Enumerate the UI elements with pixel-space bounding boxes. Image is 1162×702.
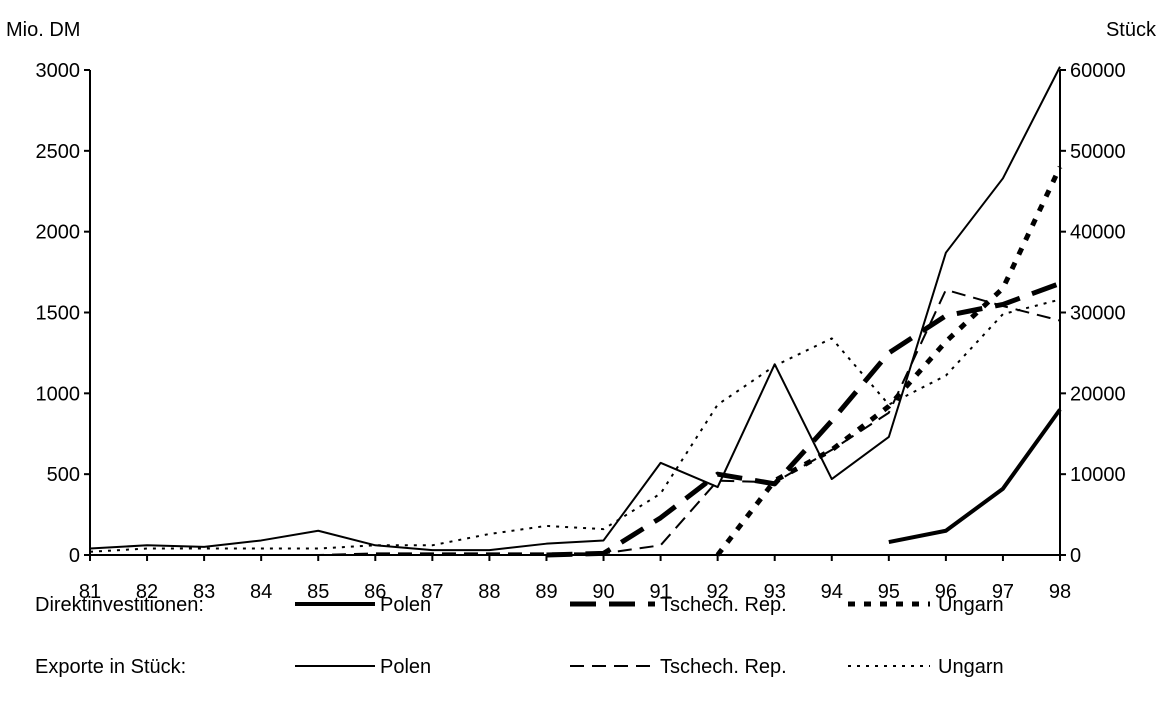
right-tick-label: 10000	[1070, 464, 1126, 486]
left-tick-label: 2000	[36, 222, 81, 244]
legend-entry-label: Ungarn	[938, 594, 1004, 616]
x-tick-label: 89	[535, 581, 557, 603]
x-tick-label: 81	[79, 581, 101, 603]
x-tick-label: 90	[592, 581, 614, 603]
x-tick-label: 83	[193, 581, 215, 603]
x-tick-label: 87	[421, 581, 443, 603]
x-tick-label: 86	[364, 581, 386, 603]
axes	[84, 69, 1066, 561]
x-tick-label: 94	[821, 581, 843, 603]
series-line-invest-polen	[888, 408, 1062, 545]
series-lines	[89, 66, 1063, 558]
series-line-invest-tschech-rep	[546, 281, 1061, 558]
right-tick-label: 30000	[1070, 303, 1126, 325]
x-tick-label: 98	[1049, 581, 1071, 603]
left-tick-label: 500	[47, 464, 80, 486]
right-tick-label: 0	[1070, 545, 1081, 567]
x-tick-label: 85	[307, 581, 329, 603]
legend-group-label: Exporte in Stück:	[35, 656, 186, 678]
left-tick-label: 0	[69, 545, 80, 567]
x-tick-label: 82	[136, 581, 158, 603]
right-tick-label: 20000	[1070, 383, 1126, 405]
right-tick-label: 50000	[1070, 141, 1126, 163]
left-tick-label: 2500	[36, 141, 81, 163]
legend-group-label: Direktinvestitionen:	[35, 594, 204, 616]
legend-entry-label: Tschech. Rep.	[660, 594, 787, 616]
legend: Direktinvestitionen: Polen Tschech. Rep. Un…	[35, 594, 1004, 678]
x-tick-label: 91	[649, 581, 671, 603]
tick-labels: 0500100015002000250030000100002000030000…	[36, 60, 1126, 603]
legend-entry-label: Polen	[380, 656, 431, 678]
x-tick-label: 93	[764, 581, 786, 603]
right-axis-title: Stück	[1106, 19, 1157, 41]
left-tick-label: 3000	[36, 60, 81, 82]
legend-entry-label: Polen	[380, 594, 431, 616]
legend-entry-label: Ungarn	[938, 656, 1004, 678]
x-tick-label: 96	[935, 581, 957, 603]
left-tick-label: 1500	[36, 303, 81, 325]
x-tick-label: 95	[878, 581, 900, 603]
x-tick-label: 84	[250, 581, 272, 603]
series-line-export-ungarn	[89, 298, 1061, 553]
x-tick-label: 92	[707, 581, 729, 603]
x-tick-label: 97	[992, 581, 1014, 603]
x-tick-label: 88	[478, 581, 500, 603]
series-line-invest-ungarn	[715, 165, 1063, 557]
right-tick-label: 60000	[1070, 60, 1126, 82]
series-line-export-tschech-rep	[90, 288, 1061, 556]
right-tick-label: 40000	[1070, 222, 1126, 244]
series-line-export-polen	[89, 66, 1061, 552]
left-tick-label: 1000	[36, 383, 81, 405]
legend-entry-label: Tschech. Rep.	[660, 656, 787, 678]
left-axis-title: Mio. DM	[6, 19, 80, 41]
